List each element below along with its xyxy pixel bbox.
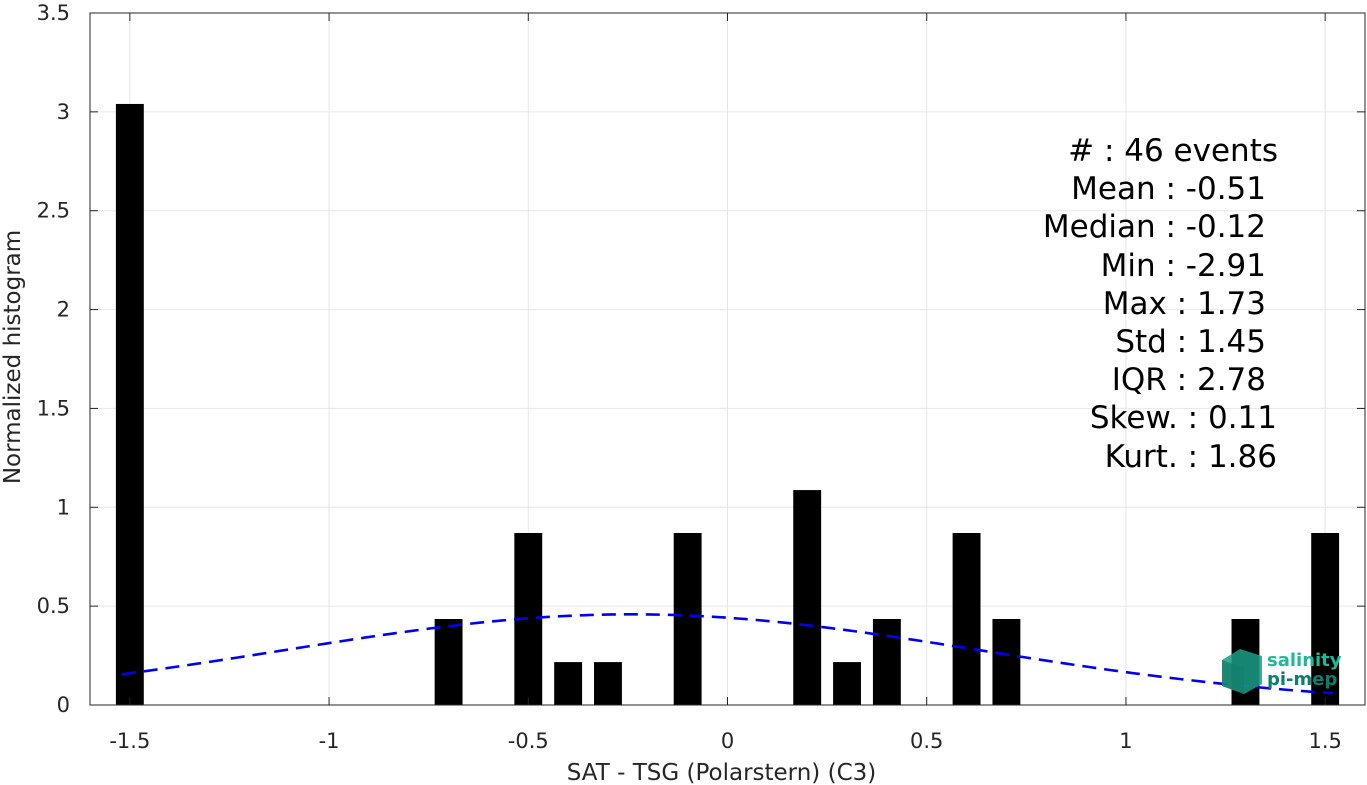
histogram-bar <box>554 662 583 705</box>
stat-iqr: IQR : 2.78 <box>1112 362 1266 398</box>
y-tick-label: 0.5 <box>37 594 70 618</box>
stat-kurt: Kurt. : 1.86 <box>1105 439 1277 475</box>
axis-ticks <box>90 12 1365 706</box>
stat-max: Max : 1.73 <box>1103 286 1266 322</box>
y-tick-label: 1 <box>57 495 70 519</box>
stat-mean: Mean : -0.51 <box>1071 171 1266 207</box>
y-axis-label: Normalized histogram <box>0 230 26 484</box>
y-tick-label: 0 <box>57 693 70 717</box>
y-tick-label: 3.5 <box>37 1 70 25</box>
y-tick-label: 2 <box>57 298 70 322</box>
stat-events: # : 46 events <box>1068 133 1278 169</box>
histogram-bar <box>594 662 622 705</box>
histogram-bar <box>952 532 981 705</box>
stat-min: Min : -2.91 <box>1101 248 1266 284</box>
stat-median: Median : -0.12 <box>1043 209 1266 245</box>
histogram-bar <box>115 103 144 706</box>
histogram-bar <box>992 618 1021 705</box>
x-tick-label: 1.5 <box>1308 729 1341 753</box>
x-tick-label: 0 <box>721 729 734 753</box>
histogram-bar <box>1311 532 1340 705</box>
histogram-bars <box>115 103 1340 706</box>
histogram-bar <box>434 618 463 705</box>
statistics-box: # : 46 events Mean : -0.51 Median : -0.1… <box>1043 133 1278 475</box>
y-tick-label: 3 <box>57 100 70 124</box>
histogram-bar <box>833 662 861 705</box>
histogram-bar <box>673 532 702 705</box>
x-tick-label: -1.5 <box>109 729 150 753</box>
x-tick-label: -1 <box>319 729 340 753</box>
logo-text-pimep: pi-mep <box>1267 669 1337 690</box>
x-axis-label: SAT - TSG (Polarstern) (C3) <box>567 760 876 785</box>
x-tick-label: -0.5 <box>508 729 549 753</box>
histogram-bar <box>793 490 822 705</box>
salinity-pimep-logo: salinity pi-mep <box>1222 649 1342 694</box>
histogram-bar <box>872 618 901 705</box>
logo-text-salinity: salinity <box>1267 650 1342 671</box>
stat-skew: Skew. : 0.11 <box>1090 400 1277 436</box>
y-tick-label: 2.5 <box>37 199 70 223</box>
x-tick-label: 1 <box>1119 729 1132 753</box>
y-tick-label: 1.5 <box>37 396 70 420</box>
grid-lines <box>90 12 1365 706</box>
y-tick-labels: 0 0.5 1 1.5 2 2.5 3 3.5 <box>37 1 70 717</box>
x-tick-labels: -1.5 -1 -0.5 0 0.5 1 1.5 <box>109 729 1342 753</box>
stat-std: Std : 1.45 <box>1115 324 1266 360</box>
x-tick-label: 0.5 <box>910 729 943 753</box>
normal-fit-curve <box>121 613 1334 695</box>
